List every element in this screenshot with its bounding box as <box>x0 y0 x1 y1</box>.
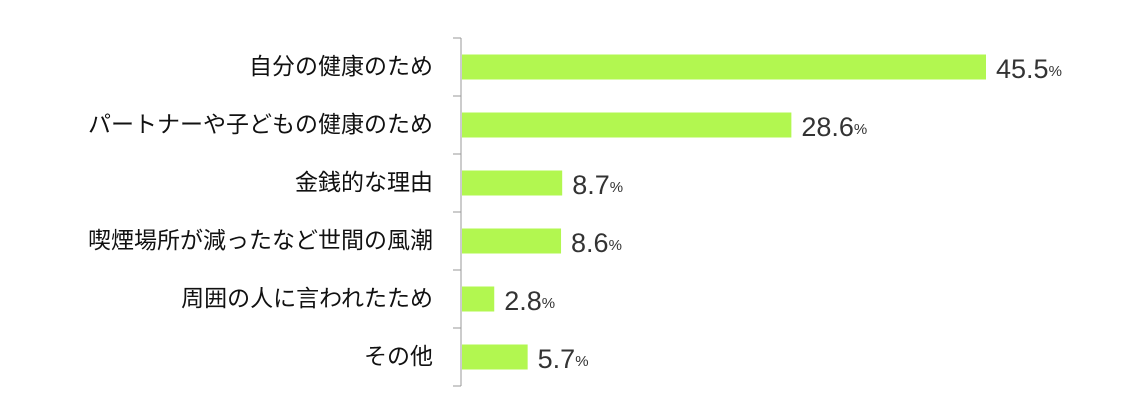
value-number: 5.7 <box>538 344 576 374</box>
bars-layer <box>462 54 986 370</box>
category-label: 周囲の人に言われたため <box>181 286 433 312</box>
category-label: 喫煙場所が減ったなど世間の風潮 <box>88 228 433 254</box>
value-label: 45.5% <box>996 54 1062 84</box>
bar <box>462 344 528 370</box>
category-label: パートナーや子どもの健康のため <box>88 112 433 138</box>
value-label: 5.7% <box>538 344 589 374</box>
value-unit: % <box>854 121 867 138</box>
value-label: 2.8% <box>504 286 555 316</box>
value-unit: % <box>542 295 555 312</box>
bar <box>462 54 986 80</box>
category-label: その他 <box>364 344 433 370</box>
axis-layer <box>453 37 462 387</box>
bar <box>462 112 792 138</box>
value-unit: % <box>1049 63 1062 80</box>
value-number: 8.6 <box>571 228 609 258</box>
bar <box>462 170 563 196</box>
bar <box>462 286 495 312</box>
value-unit: % <box>609 237 622 254</box>
category-label: 金銭的な理由 <box>295 170 433 196</box>
category-label: 自分の健康のため <box>249 54 433 80</box>
value-number: 45.5 <box>996 54 1049 84</box>
bar <box>462 228 562 254</box>
value-label: 8.7% <box>572 170 623 200</box>
value-unit: % <box>610 179 623 196</box>
value-number: 8.7 <box>572 170 610 200</box>
value-label: 28.6% <box>801 112 867 142</box>
value-number: 2.8 <box>504 286 542 316</box>
category-labels: 自分の健康のためパートナーや子どもの健康のため金銭的な理由喫煙場所が減ったなど世… <box>88 54 433 370</box>
value-number: 28.6 <box>801 112 854 142</box>
value-labels: 45.5%28.6%8.7%8.6%2.8%5.7% <box>504 54 1062 374</box>
value-unit: % <box>575 353 588 370</box>
value-label: 8.6% <box>571 228 622 258</box>
